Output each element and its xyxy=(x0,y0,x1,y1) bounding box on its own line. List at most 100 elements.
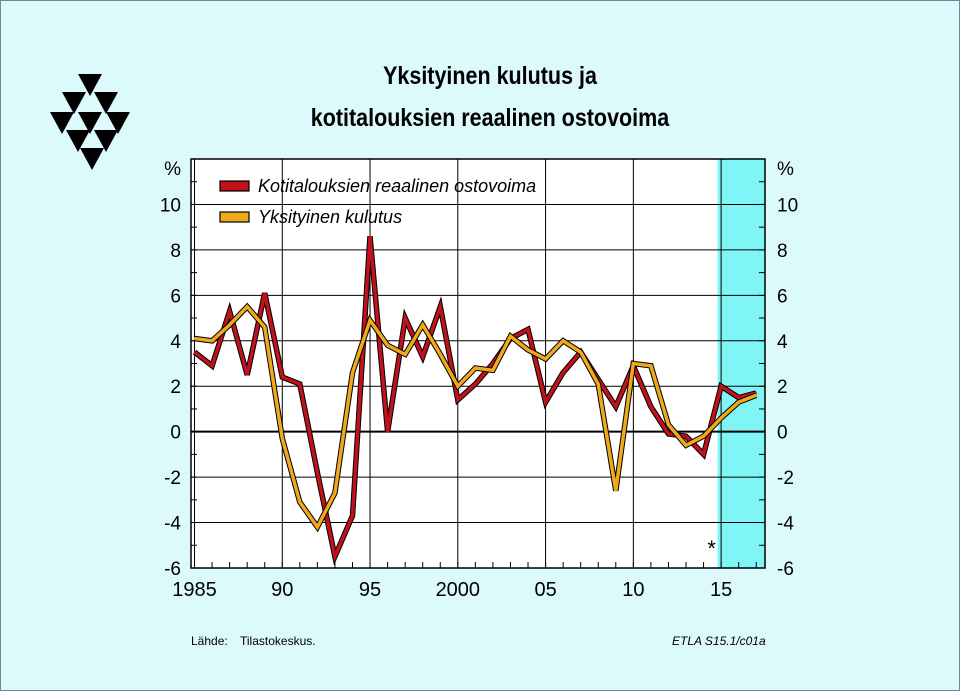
data-point xyxy=(351,371,354,374)
y-tick-label-left: -2 xyxy=(164,468,181,489)
data-point xyxy=(685,435,687,438)
data-point xyxy=(299,383,301,385)
data-point xyxy=(720,417,722,419)
data-point xyxy=(702,453,705,456)
data-point xyxy=(632,362,635,365)
data-point xyxy=(702,435,705,438)
data-point xyxy=(597,383,600,385)
data-point xyxy=(650,364,652,367)
data-point xyxy=(228,324,231,326)
x-tick-label: 90 xyxy=(271,579,293,601)
y-tick-label-right: 0 xyxy=(777,423,788,444)
y-tick-label-left: -6 xyxy=(164,559,181,580)
x-tick-label: 1985 xyxy=(172,579,217,601)
data-point xyxy=(474,383,477,385)
y-tick-label-right: -2 xyxy=(777,468,794,489)
data-point xyxy=(650,405,652,408)
y-tick-label-right: 10 xyxy=(777,195,798,216)
data-point xyxy=(193,337,196,340)
data-point xyxy=(614,405,617,408)
forecast-band xyxy=(717,159,765,568)
data-point xyxy=(685,444,687,447)
data-point xyxy=(246,305,248,308)
data-point xyxy=(404,353,406,356)
y-tick-label-right: -6 xyxy=(777,559,794,580)
y-tick-label-right: -4 xyxy=(777,514,794,535)
data-point xyxy=(527,328,529,331)
data-point xyxy=(421,324,424,326)
data-point xyxy=(334,555,336,558)
data-point xyxy=(281,376,284,378)
plot-area xyxy=(191,159,765,568)
data-point xyxy=(228,310,231,313)
etla-logo-icon xyxy=(50,74,130,170)
data-point xyxy=(474,367,477,369)
forecast-marker: * xyxy=(707,536,716,561)
data-point xyxy=(246,374,248,376)
data-point xyxy=(386,344,389,347)
data-point xyxy=(544,358,547,360)
data-point xyxy=(562,371,564,374)
chart-title-line-2: kotitalouksien reaalinen ostovoima xyxy=(310,104,670,132)
data-point xyxy=(316,526,319,528)
y-tick-label-left: -4 xyxy=(164,514,181,535)
chart-code: ETLA S15.1/c01a xyxy=(672,634,766,648)
data-point xyxy=(457,399,459,401)
data-point xyxy=(667,433,670,435)
source-value: Tilastokeskus. xyxy=(240,634,316,648)
data-point xyxy=(737,396,740,399)
data-point xyxy=(509,335,512,338)
data-point xyxy=(299,501,301,503)
y-tick-label-left: 6 xyxy=(170,286,181,307)
data-point xyxy=(316,471,319,474)
y-tick-label-right: 2 xyxy=(777,377,788,398)
data-point xyxy=(439,305,442,308)
y-axis-unit-right: % xyxy=(777,159,794,180)
data-point xyxy=(404,317,406,319)
data-point xyxy=(193,351,196,353)
data-point xyxy=(527,349,529,351)
y-tick-label-left: 8 xyxy=(170,241,181,262)
data-point xyxy=(351,514,354,517)
data-point xyxy=(386,430,389,433)
data-point xyxy=(755,392,758,394)
legend-swatch-1 xyxy=(219,180,250,192)
y-tick-label-left: 0 xyxy=(170,423,181,444)
data-point xyxy=(544,401,547,403)
data-point xyxy=(421,355,424,358)
data-point xyxy=(263,292,266,294)
data-point xyxy=(614,489,617,492)
data-point xyxy=(720,385,722,388)
data-point xyxy=(562,339,564,342)
x-tick-label: 15 xyxy=(710,579,732,601)
data-point xyxy=(457,385,459,388)
data-point xyxy=(667,424,670,426)
y-tick-label-left: 2 xyxy=(170,377,181,398)
y-tick-label-right: 8 xyxy=(777,241,788,262)
data-point xyxy=(334,492,336,494)
data-point xyxy=(263,326,266,328)
x-tick-label: 2000 xyxy=(436,579,481,601)
data-point xyxy=(492,369,494,372)
x-tick-label: 10 xyxy=(622,579,644,601)
y-tick-label-right: 4 xyxy=(777,332,788,353)
data-point xyxy=(369,319,371,322)
y-axis-unit-left: % xyxy=(164,159,181,180)
data-point xyxy=(369,235,371,238)
y-tick-label-left: 10 xyxy=(160,195,181,216)
y-tick-label-left: 4 xyxy=(170,332,181,353)
data-point xyxy=(211,364,213,367)
legend-label-1: Kotitalouksien reaalinen ostovoima xyxy=(258,176,536,196)
data-point xyxy=(579,351,582,353)
source-label: Lähde: xyxy=(191,634,228,648)
x-tick-label: 95 xyxy=(359,579,381,601)
data-point xyxy=(755,394,758,397)
data-point xyxy=(737,401,740,403)
legend-label-2: Yksityinen kulutus xyxy=(258,207,402,227)
data-point xyxy=(439,353,442,356)
data-point xyxy=(281,437,284,440)
chart-title-line-1: Yksityinen kulutus ja xyxy=(383,62,597,90)
x-tick-label: 05 xyxy=(534,579,556,601)
legend-swatch-2 xyxy=(219,211,250,223)
